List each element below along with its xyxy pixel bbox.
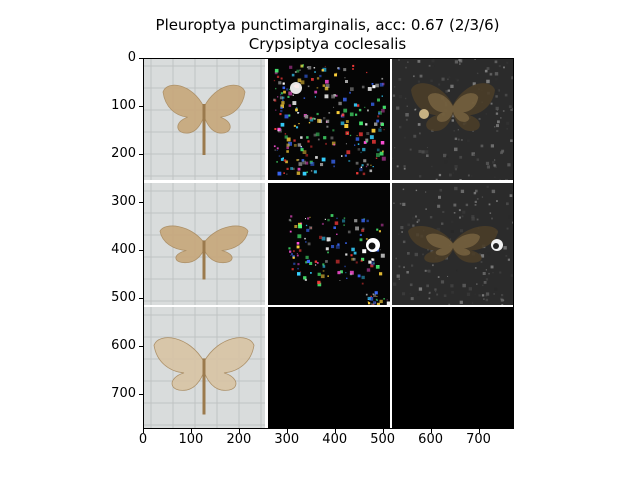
- y-tick-mark: [139, 201, 143, 203]
- x-tick-mark: [430, 429, 432, 433]
- x-tick-label: 0: [138, 432, 148, 447]
- saliency-map-tile: [267, 58, 390, 180]
- y-tick-label: 500: [111, 289, 136, 305]
- x-tick-label: 700: [466, 432, 491, 447]
- x-tick-mark: [190, 429, 192, 433]
- figure-title: Pleuroptya punctimarginalis, acc: 0.67 (…: [155, 16, 500, 34]
- y-tick-label: 200: [111, 145, 136, 161]
- y-tick-mark: [139, 105, 143, 107]
- y-tick-mark: [139, 297, 143, 299]
- moth-photo-tile: [143, 307, 265, 429]
- y-tick-mark: [139, 393, 143, 395]
- saliency-map-icon: [267, 182, 390, 305]
- figure-subtitle: Crypsiptya coclesalis: [248, 35, 407, 53]
- y-tick-mark: [139, 58, 143, 59]
- x-tick-mark: [143, 429, 144, 433]
- x-tick-mark: [238, 429, 240, 433]
- moth-photo-icon: [143, 307, 265, 429]
- y-tick-label: 300: [111, 193, 136, 209]
- x-tick-label: 300: [274, 432, 300, 447]
- moth-photo-icon: [143, 182, 265, 305]
- x-tick-label: 600: [418, 432, 443, 447]
- x-tick-mark: [334, 429, 336, 433]
- y-tick-label: 600: [111, 337, 136, 353]
- x-tick-label: 400: [322, 432, 348, 447]
- overlay-icon: [392, 182, 514, 305]
- overlay-tile: [392, 58, 514, 180]
- empty-panel-icon: [392, 307, 514, 429]
- x-tick-mark: [286, 429, 288, 433]
- x-tick-mark: [382, 429, 384, 433]
- overlay-tile: [392, 182, 514, 305]
- empty-tile: [392, 307, 514, 429]
- saliency-map-icon: [267, 58, 390, 180]
- moth-photo-tile: [143, 58, 265, 180]
- moth-photo-icon: [143, 58, 265, 180]
- saliency-map-tile: [267, 182, 390, 305]
- y-tick-label: 100: [111, 97, 136, 113]
- x-tick-label: 200: [226, 432, 252, 447]
- y-tick-label: 400: [111, 241, 136, 257]
- empty-tile: [267, 307, 390, 429]
- x-tick-label: 500: [370, 432, 396, 447]
- overlay-icon: [392, 58, 514, 180]
- x-tick-label: 100: [178, 432, 204, 447]
- image-grid: [143, 58, 514, 429]
- empty-panel-icon: [267, 307, 390, 429]
- y-tick-label: 700: [111, 385, 136, 401]
- y-tick-mark: [139, 249, 143, 251]
- y-tick-mark: [139, 153, 143, 155]
- y-tick-label: 0: [127, 50, 136, 65]
- x-tick-mark: [478, 429, 480, 433]
- moth-photo-tile: [143, 182, 265, 305]
- y-tick-mark: [139, 345, 143, 347]
